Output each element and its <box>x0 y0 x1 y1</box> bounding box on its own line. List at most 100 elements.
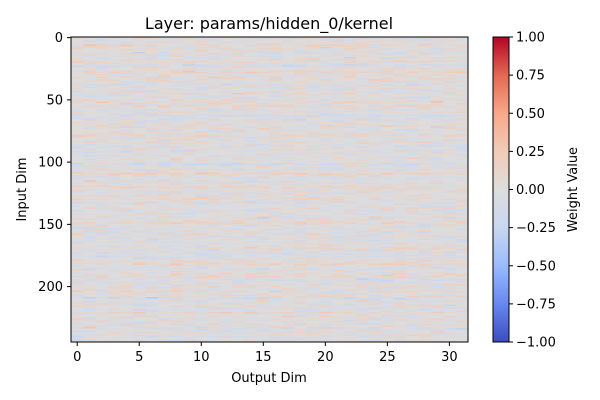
heatmap-cell <box>207 195 221 197</box>
heatmap-cell <box>418 180 432 182</box>
heatmap-cell <box>95 121 109 124</box>
heatmap-cell <box>219 160 233 162</box>
heatmap-cell <box>269 178 283 181</box>
heatmap-cell <box>207 96 221 99</box>
heatmap-cell <box>244 187 258 190</box>
heatmap-cell <box>145 200 159 202</box>
heatmap-cell <box>219 104 233 106</box>
heatmap-cell <box>83 228 97 231</box>
heatmap-cell <box>157 85 171 88</box>
heatmap-cell <box>381 222 394 225</box>
heatmap-cell <box>269 200 283 202</box>
heatmap-cell <box>83 220 97 222</box>
heatmap-cell <box>157 80 171 83</box>
heatmap-cell <box>294 48 308 50</box>
heatmap-cell <box>443 88 456 90</box>
heatmap-cell <box>71 206 84 208</box>
heatmap-cell <box>182 69 196 72</box>
heatmap-cell <box>331 173 345 176</box>
heatmap-cell <box>319 167 332 170</box>
heatmap-cell <box>281 112 295 115</box>
heatmap-cell <box>405 139 419 141</box>
heatmap-cell <box>133 175 146 177</box>
heatmap-cell <box>455 160 469 162</box>
heatmap-cell <box>157 166 171 169</box>
heatmap-cell <box>71 181 84 184</box>
heatmap-cell <box>133 183 146 186</box>
heatmap-cell <box>418 130 432 133</box>
heatmap-cell <box>71 126 84 129</box>
heatmap-cell <box>71 78 84 80</box>
heatmap-cell <box>207 56 221 59</box>
heatmap-cell <box>71 129 84 131</box>
heatmap-cell <box>182 162 196 165</box>
heatmap-cell <box>306 171 320 174</box>
heatmap-cell <box>133 109 146 111</box>
heatmap-cell <box>145 40 159 43</box>
heatmap-cell <box>343 173 357 176</box>
heatmap-cell <box>455 68 469 70</box>
heatmap-cell <box>182 198 196 201</box>
heatmap-cell <box>157 53 171 55</box>
heatmap-cell <box>182 155 196 157</box>
heatmap-cell <box>430 160 444 162</box>
heatmap-cell <box>182 59 196 62</box>
heatmap-cell <box>83 101 97 104</box>
heatmap-cell <box>294 195 308 197</box>
heatmap-cell <box>418 149 432 151</box>
heatmap-cell <box>120 38 134 40</box>
heatmap-cell <box>405 53 419 55</box>
heatmap-cell <box>319 134 332 136</box>
heatmap-cell <box>368 170 382 172</box>
heatmap-cell <box>319 216 332 218</box>
heatmap-cell <box>418 46 432 49</box>
heatmap-cell <box>356 217 370 220</box>
heatmap-cell <box>95 207 109 210</box>
heatmap-cell <box>71 56 84 59</box>
heatmap-cell <box>120 41 134 44</box>
heatmap-cell <box>319 95 332 98</box>
heatmap-cell <box>343 107 357 110</box>
heatmap-cell <box>145 81 159 84</box>
heatmap-cell <box>306 151 320 154</box>
heatmap-cell <box>133 203 146 206</box>
heatmap-cell <box>418 95 432 98</box>
heatmap-cell <box>71 182 84 185</box>
heatmap-cell <box>71 221 84 223</box>
heatmap-cell <box>319 186 332 189</box>
heatmap-cell <box>319 161 332 164</box>
heatmap-cell <box>356 161 370 164</box>
heatmap-cell <box>319 144 332 146</box>
heatmap-cell <box>343 228 357 231</box>
heatmap-cell <box>405 69 419 72</box>
heatmap-cell <box>157 131 171 134</box>
heatmap-cell <box>281 150 295 152</box>
heatmap-cell <box>207 168 221 171</box>
heatmap-cell <box>120 125 134 128</box>
heatmap-cell <box>430 75 444 78</box>
heatmap-cell <box>294 121 308 124</box>
heatmap-cell <box>356 195 370 197</box>
heatmap-cell <box>331 221 345 223</box>
heatmap-cell <box>83 223 97 226</box>
heatmap-cell <box>207 106 221 109</box>
heatmap-cell <box>207 201 221 203</box>
heatmap-cell <box>157 193 171 196</box>
heatmap-cell <box>83 115 97 118</box>
heatmap-cell <box>269 91 283 94</box>
heatmap-cell <box>182 70 196 73</box>
heatmap-cell <box>108 81 122 84</box>
heatmap-cell <box>157 74 171 76</box>
heatmap-cell <box>182 115 196 118</box>
heatmap-cell <box>219 167 233 170</box>
heatmap-cell <box>381 228 394 231</box>
heatmap-cell <box>418 73 432 75</box>
heatmap-cell <box>157 46 171 49</box>
heatmap-cell <box>455 38 469 40</box>
heatmap-cell <box>170 212 184 215</box>
heatmap-cell <box>157 223 171 226</box>
heatmap-cell <box>108 224 122 227</box>
heatmap-cell <box>430 190 444 192</box>
heatmap-cell <box>418 161 432 164</box>
heatmap-cell <box>257 73 270 75</box>
